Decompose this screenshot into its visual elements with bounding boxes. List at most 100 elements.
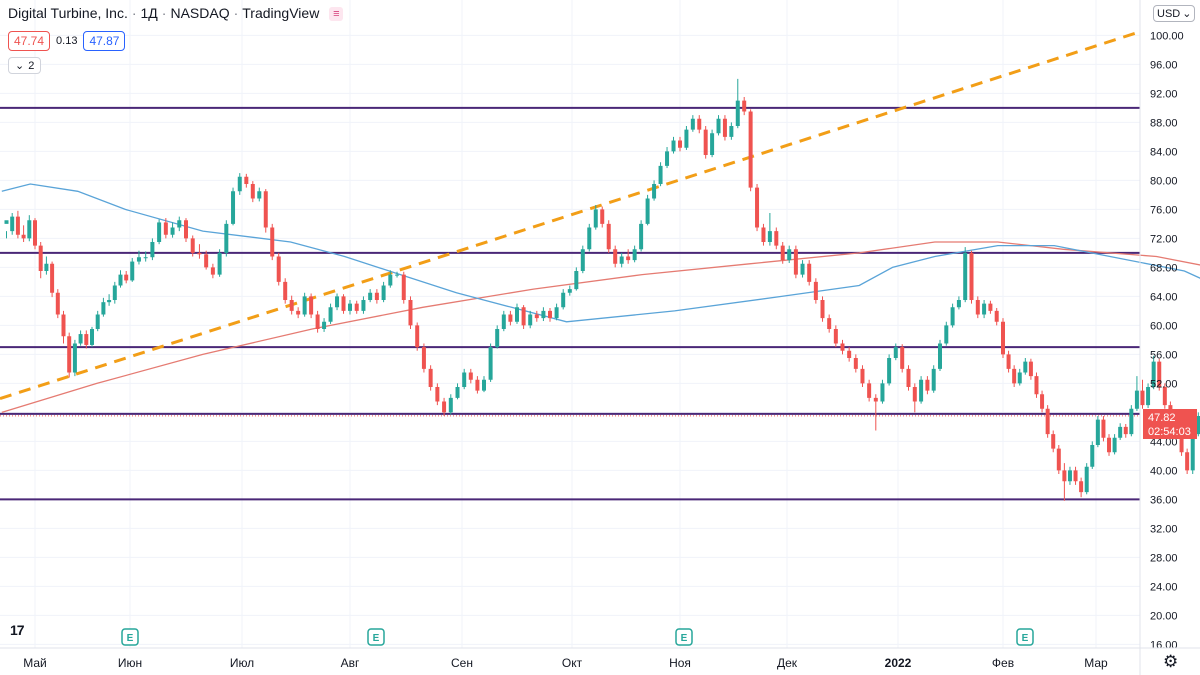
candle [587, 223, 592, 252]
earnings-icon [675, 628, 693, 646]
candle [774, 227, 779, 250]
interval-label[interactable]: 1Д [140, 5, 158, 21]
currency-button[interactable]: USD ⌄ [1153, 5, 1196, 22]
candle-body [1045, 408, 1050, 435]
candle [600, 206, 605, 228]
candle [1196, 412, 1200, 437]
candle-body [408, 300, 413, 326]
candle-body [508, 314, 513, 322]
candle [442, 397, 447, 416]
candle-body [919, 379, 924, 402]
candle [1067, 466, 1072, 485]
indicators-toggle-button[interactable]: ⌄ 2 [8, 57, 42, 74]
candle [793, 245, 798, 279]
tradingview-logo-icon[interactable]: 17 [10, 622, 25, 638]
candle [873, 394, 878, 431]
candle [619, 252, 624, 268]
price-tick-label: 24.00 [1150, 581, 1178, 593]
candle-body [1157, 361, 1162, 387]
candle-body [157, 222, 162, 242]
ask-price[interactable]: 47.87 [83, 31, 126, 51]
time-tick-label: Май [23, 656, 47, 670]
candle [521, 305, 526, 329]
gear-icon[interactable]: ⚙ [1163, 652, 1179, 671]
candle [534, 310, 539, 322]
candle-body [289, 300, 294, 311]
candle-body [600, 209, 605, 224]
candle-body [263, 191, 268, 228]
candle-body [853, 358, 858, 369]
candle-body [124, 274, 129, 281]
candle [224, 220, 229, 257]
candle [807, 260, 812, 286]
candle-body [860, 368, 865, 384]
candle-body [1062, 470, 1067, 482]
alert-icon[interactable]: ≡ [329, 7, 344, 21]
candle-body [561, 292, 566, 308]
earnings-marker: E [1016, 628, 1034, 646]
candle-body [1196, 416, 1200, 435]
candle-body [639, 223, 644, 250]
candle [975, 296, 980, 319]
candle [716, 115, 721, 136]
candle-body [774, 231, 779, 246]
candle-body [665, 151, 670, 166]
candle-body [448, 397, 453, 413]
price-axis[interactable]: 16.00 20.00 24.00 28.00 32.00 36.00 40.00 44.00… [1139, 0, 1184, 675]
candle [210, 263, 215, 279]
price-tick-label: 40.00 [1150, 465, 1178, 477]
candle-body [237, 176, 242, 192]
symbol-name[interactable]: Digital Turbine, Inc. [8, 5, 128, 21]
candle-body [800, 263, 805, 275]
candle [1040, 390, 1045, 413]
candle-body [671, 140, 676, 152]
candle-body [44, 263, 49, 271]
bid-price[interactable]: 47.74 [8, 31, 51, 51]
candle [1090, 441, 1095, 469]
candle-body [224, 223, 229, 253]
candle-body [204, 254, 209, 268]
candle [1012, 365, 1017, 387]
candles [4, 78, 1200, 501]
candle-body [632, 249, 637, 261]
candle [341, 294, 346, 314]
earnings-icon-glyph: E [373, 633, 380, 644]
candle [554, 303, 559, 321]
candle-body [893, 347, 898, 358]
price-tick-label: 84.00 [1150, 146, 1178, 158]
candle-body [1056, 448, 1061, 471]
ma-fast-line [1, 183, 1200, 323]
price-tick-label: 16.00 [1150, 639, 1178, 651]
candle-body [587, 227, 592, 250]
candle [963, 247, 968, 303]
symbol-header[interactable]: Digital Turbine, Inc. · 1Д · NASDAQ · TradingV… [8, 5, 344, 21]
candle-body [767, 231, 772, 242]
earnings-icon [367, 628, 385, 646]
candle-body [619, 256, 624, 264]
candle [938, 339, 942, 372]
candle [50, 261, 55, 298]
earnings-icon-glyph: E [1022, 633, 1029, 644]
candle [860, 365, 865, 387]
candle-body [975, 300, 980, 315]
candle-body [33, 220, 37, 246]
candle [671, 136, 676, 154]
candle-body [534, 314, 539, 319]
horizontal-levels [0, 106, 1140, 501]
price-tick-label: 32.00 [1150, 523, 1178, 535]
candle [150, 238, 155, 261]
candle [44, 256, 49, 275]
candle-body [462, 372, 467, 387]
candle-body [956, 300, 961, 308]
last-price-label: 47.82 02:54:03 [1143, 409, 1197, 439]
candle [488, 343, 493, 382]
candle-body [1140, 390, 1145, 406]
candle-body [1101, 419, 1106, 438]
candle [729, 122, 734, 140]
candle [925, 376, 930, 395]
time-axis[interactable]: Май Июн Июл Авг Сен Окт Ноя Дек 2022 Фев Мар [0, 647, 1200, 670]
price-tick-label: 100.00 [1150, 30, 1184, 42]
price-tick-label: 68.00 [1150, 262, 1178, 274]
earnings-icon [121, 628, 139, 646]
